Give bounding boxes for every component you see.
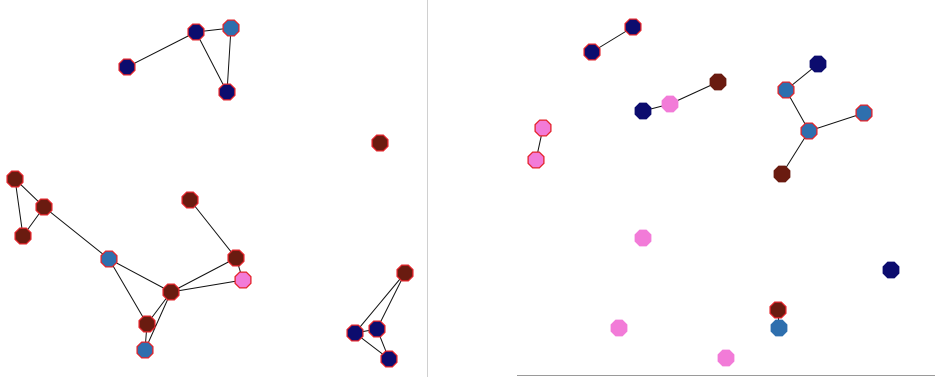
node [634, 229, 652, 247]
node [800, 122, 818, 140]
edge [170, 257, 237, 293]
edge [195, 31, 228, 93]
node [380, 350, 398, 368]
node [773, 165, 791, 183]
node [14, 227, 32, 245]
node [777, 81, 795, 99]
node [187, 23, 205, 41]
node [371, 134, 389, 152]
node [769, 301, 787, 319]
node [396, 264, 414, 282]
node [181, 191, 199, 209]
edge [189, 199, 237, 259]
node [634, 102, 652, 120]
node [855, 104, 873, 122]
node [222, 19, 240, 37]
node [717, 349, 735, 367]
node [770, 319, 788, 337]
graph-panel [6, 19, 414, 368]
node [583, 43, 601, 61]
graph-panel [527, 18, 900, 367]
node [610, 319, 628, 337]
edge [376, 272, 406, 330]
node [661, 95, 679, 113]
node [234, 271, 252, 289]
node [35, 198, 53, 216]
node [138, 315, 156, 333]
node [100, 250, 118, 268]
edge [14, 178, 24, 237]
node [882, 261, 900, 279]
edge [226, 27, 232, 93]
node [809, 55, 827, 73]
edge [43, 206, 110, 260]
node [118, 58, 136, 76]
node [534, 119, 552, 137]
edge [108, 258, 172, 293]
node [218, 83, 236, 101]
node [6, 170, 24, 188]
edge [354, 272, 406, 334]
node [346, 324, 364, 342]
edge [144, 291, 172, 351]
edge [126, 31, 197, 68]
node [527, 151, 545, 169]
node [709, 73, 727, 91]
edge [108, 258, 148, 325]
edge [808, 112, 865, 132]
node [368, 320, 386, 338]
node [624, 18, 642, 36]
node [227, 249, 245, 267]
edge [170, 279, 244, 293]
node [136, 341, 154, 359]
node [162, 283, 180, 301]
